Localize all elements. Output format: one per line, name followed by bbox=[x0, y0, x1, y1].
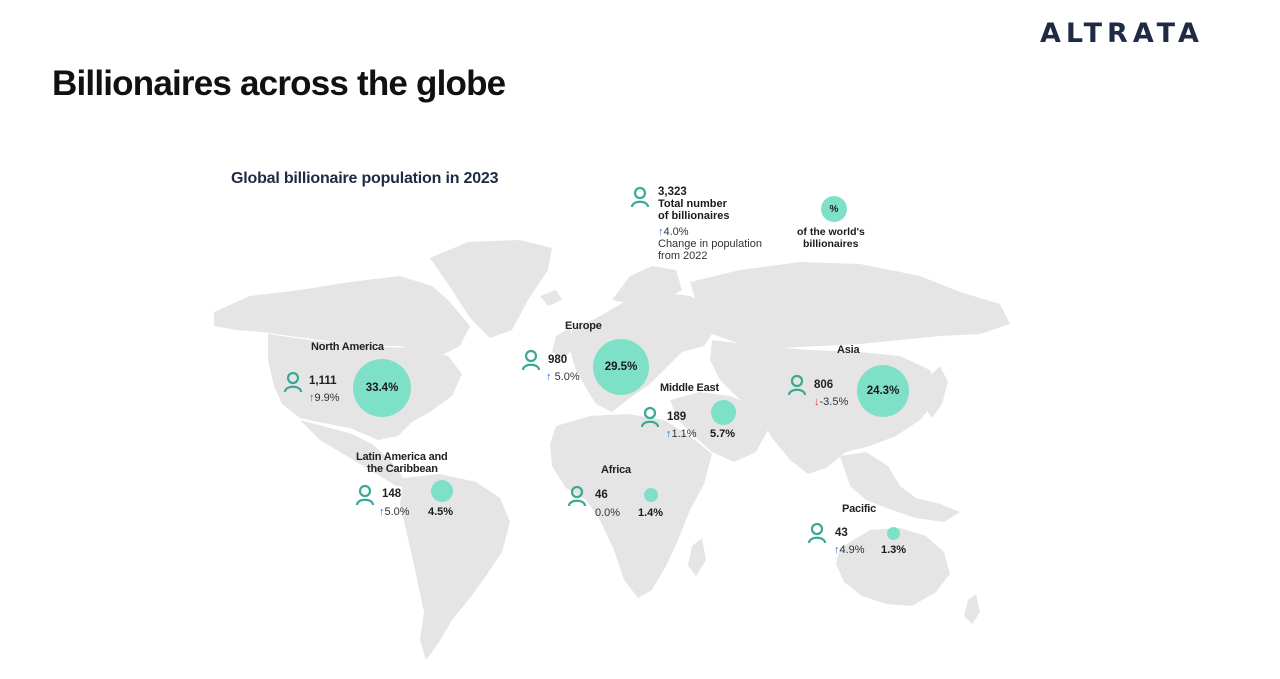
australia-shape bbox=[836, 528, 950, 606]
page-title: Billionaires across the globe bbox=[52, 64, 506, 103]
southeast-asia-shape bbox=[840, 452, 960, 522]
region-name-asia: Asia bbox=[837, 344, 860, 356]
asia-share-bubble: 24.3% bbox=[857, 365, 909, 417]
asia-change: ↓-3.5% bbox=[814, 396, 848, 408]
canada-shape bbox=[214, 276, 470, 356]
legend-change-value: 4.0% bbox=[663, 226, 689, 238]
europe-share-bubble: 29.5% bbox=[593, 339, 649, 395]
europe-share: 29.5% bbox=[604, 361, 638, 373]
middle-east-shape bbox=[670, 392, 768, 462]
africa-count: 46 bbox=[595, 489, 608, 501]
arrow-up-icon: ↑ bbox=[309, 392, 315, 404]
person-icon bbox=[521, 349, 541, 371]
asia-count: 806 bbox=[814, 379, 834, 391]
pacific-change-value: 4.9% bbox=[839, 544, 865, 556]
region-name-pacific: Pacific bbox=[842, 503, 877, 515]
legend-total-count: 3,323 bbox=[658, 186, 687, 198]
pacific-change: ↑4.9% bbox=[834, 544, 865, 556]
japan-shape bbox=[924, 366, 948, 418]
middle-east-count: 189 bbox=[667, 411, 687, 423]
altrata-logo: ALTRATA bbox=[1040, 18, 1204, 49]
region-name-europe: Europe bbox=[565, 320, 602, 332]
middle-east-change: ↑1.1% bbox=[666, 428, 697, 440]
latin-america-change-value: 5.0% bbox=[384, 506, 410, 518]
iceland-shape bbox=[540, 290, 562, 306]
legend-change: ↑4.0% bbox=[658, 226, 689, 238]
legend-change-label-2: from 2022 bbox=[658, 250, 708, 262]
region-name-north-america: North America bbox=[311, 341, 384, 353]
new-zealand-shape bbox=[964, 594, 980, 624]
arrow-up-icon: ↑ bbox=[666, 428, 672, 440]
legend-share-bubble: % bbox=[821, 196, 847, 222]
map-subtitle: Global billionaire population in 2023 bbox=[231, 170, 499, 187]
africa-share: 1.4% bbox=[638, 507, 664, 519]
middle-east-share: 5.7% bbox=[710, 428, 736, 440]
arrow-up-icon: ↑ bbox=[834, 544, 840, 556]
latin-america-count: 148 bbox=[382, 488, 402, 500]
pacific-share-bubble bbox=[887, 527, 900, 540]
arrow-up-icon: ↑ bbox=[379, 506, 385, 518]
africa-share-bubble bbox=[644, 488, 658, 502]
pacific-share: 1.3% bbox=[881, 544, 907, 556]
scandinavia-shape bbox=[612, 266, 682, 306]
north-america-count: 1,111 bbox=[309, 375, 337, 387]
region-name-middle-east: Middle East bbox=[660, 382, 719, 394]
legend-share-label-1: of the world's bbox=[797, 226, 865, 238]
asia-share: 24.3% bbox=[866, 385, 900, 397]
legend-total-label-1: Total number bbox=[658, 198, 727, 210]
uk-shape bbox=[552, 328, 574, 360]
madagascar-shape bbox=[688, 538, 706, 576]
pacific-count: 43 bbox=[835, 527, 848, 539]
person-icon bbox=[807, 522, 827, 544]
north-america-share: 33.4% bbox=[365, 382, 399, 394]
legend-share-symbol: % bbox=[829, 203, 839, 215]
greenland-shape bbox=[430, 240, 552, 338]
person-icon bbox=[283, 371, 303, 393]
africa-change: 0.0% bbox=[595, 507, 621, 519]
russia-shape bbox=[690, 262, 1010, 348]
region-name-africa: Africa bbox=[601, 464, 631, 476]
middle-east-change-value: 1.1% bbox=[671, 428, 697, 440]
region-name-latin-america-2: the Caribbean bbox=[367, 463, 438, 475]
legend-change-label-1: Change in population bbox=[658, 238, 762, 250]
north-america-change: ↑9.9% bbox=[309, 392, 340, 404]
latin-america-change: ↑5.0% bbox=[379, 506, 410, 518]
legend-total-label-2: of billionaires bbox=[658, 210, 730, 222]
person-icon bbox=[630, 186, 650, 208]
south-america-shape bbox=[400, 474, 510, 660]
legend-share-label-2: billionaires bbox=[803, 238, 859, 250]
region-name-latin-america-1: Latin America and bbox=[356, 451, 448, 463]
asia-change-value: -3.5% bbox=[819, 396, 849, 408]
latin-america-share: 4.5% bbox=[428, 506, 454, 518]
middle-east-share-bubble bbox=[711, 400, 736, 425]
person-icon bbox=[787, 374, 807, 396]
person-icon bbox=[640, 406, 660, 428]
europe-change-value: 5.0% bbox=[554, 371, 580, 383]
arrow-up-icon: ↑ bbox=[658, 226, 664, 238]
north-america-change-value: 9.9% bbox=[314, 392, 340, 404]
europe-count: 980 bbox=[548, 354, 568, 366]
arrow-down-icon: ↓ bbox=[814, 396, 820, 408]
north-america-share-bubble: 33.4% bbox=[353, 359, 411, 417]
latin-america-share-bubble bbox=[431, 480, 453, 502]
africa-shape bbox=[550, 414, 712, 598]
arrow-up-icon: ↑ bbox=[546, 371, 552, 383]
person-icon bbox=[567, 485, 587, 507]
europe-change: ↑ 5.0% bbox=[546, 371, 580, 383]
person-icon bbox=[355, 484, 375, 506]
central-america-shape bbox=[300, 420, 410, 488]
